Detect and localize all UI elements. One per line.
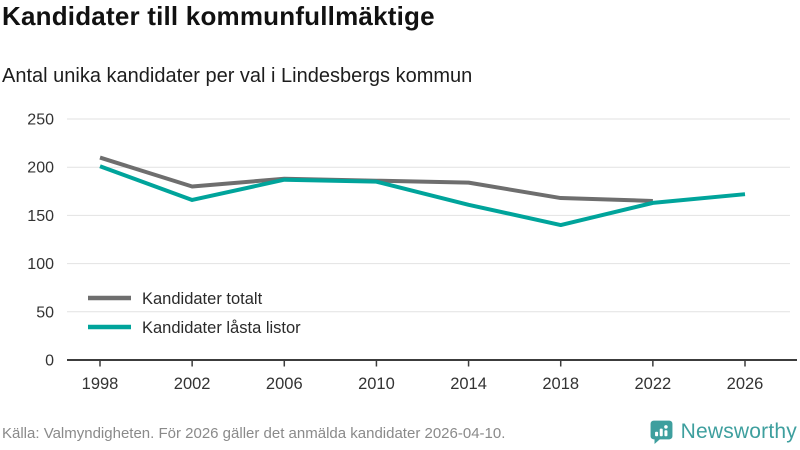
x-tick-label: 2014 [450,375,487,393]
legend-label: Kandidater totalt [142,290,263,308]
y-tick-label: 50 [36,304,54,321]
newsworthy-wordmark: Newsworthy [680,419,797,443]
series-line-kandidater-totalt [99,155,653,203]
chart-subtitle: Antal unika kandidater per val i Lindesb… [2,65,473,87]
y-tick-label: 250 [27,112,54,129]
x-tick-label: 1998 [82,375,119,393]
chart-title: Kandidater till kommunfullmäktige [2,1,435,31]
legend-label: Kandidater låsta listor [142,319,301,337]
y-tick-label: 200 [27,160,54,177]
x-tick-label: 2018 [542,375,579,393]
newsworthy-icon [650,420,673,444]
x-tick-label: 2022 [634,375,671,393]
line-chart: 0 50 100 150 200 250 1998 2002 2006 2010 2014 2018 2… [27,112,797,393]
x-tick-label: 2026 [727,375,764,393]
y-tick-label: 150 [27,208,54,225]
newsworthy-logo[interactable]: Newsworthy [649,419,797,444]
x-tick-label: 2002 [174,375,211,393]
y-tick-label: 0 [45,353,54,370]
source-note: Källa: Valmyndigheten. För 2026 gäller d… [2,425,506,442]
x-tick-label: 2006 [266,375,303,393]
series-line-kandidater-l-sta-listor [99,164,746,228]
y-tick-label: 100 [27,256,54,273]
chart-footer: Källa: Valmyndigheten. För 2026 gäller d… [0,412,800,444]
x-tick-label: 2010 [358,375,395,393]
